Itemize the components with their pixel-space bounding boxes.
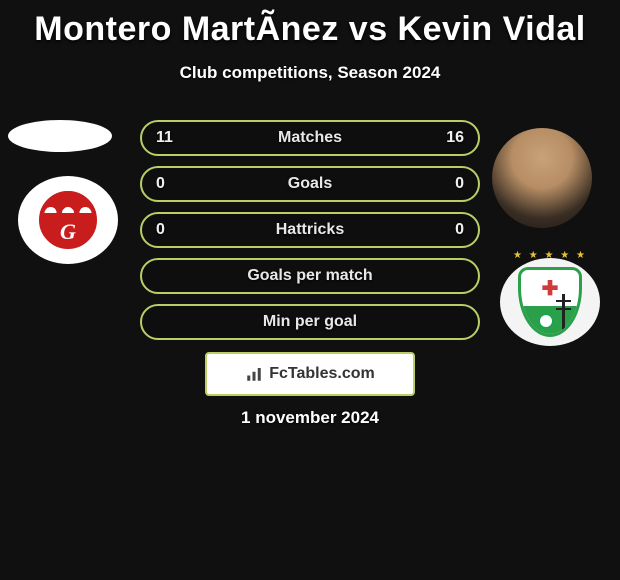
player1-club-crest — [18, 176, 118, 264]
stat-row-hattricks: 0 Hattricks 0 — [140, 212, 480, 248]
stat-right-value: 0 — [455, 175, 464, 193]
player1-avatar — [8, 120, 112, 152]
stat-label: Matches — [142, 129, 478, 147]
stat-row-goals: 0 Goals 0 — [140, 166, 480, 202]
stats-panel: 11 Matches 16 0 Goals 0 0 Hattricks 0 Go… — [140, 120, 480, 350]
player2-club-crest: ★ ★ ★ ★ ★ — [500, 258, 600, 346]
stat-label: Min per goal — [142, 313, 478, 331]
stat-label: Goals per match — [142, 267, 478, 285]
brand-text: FcTables.com — [269, 365, 375, 383]
page-title: Montero MartÃ­nez vs Kevin Vidal — [0, 0, 620, 49]
page-subtitle: Club competitions, Season 2024 — [0, 63, 620, 83]
stat-row-min-per-goal: Min per goal — [140, 304, 480, 340]
brand-box[interactable]: FcTables.com — [205, 352, 415, 396]
stat-label: Goals — [142, 175, 478, 193]
date-label: 1 november 2024 — [0, 408, 620, 428]
stat-row-matches: 11 Matches 16 — [140, 120, 480, 156]
stat-right-value: 16 — [446, 129, 464, 147]
stat-row-goals-per-match: Goals per match — [140, 258, 480, 294]
player2-avatar — [492, 128, 592, 228]
stat-right-value: 0 — [455, 221, 464, 239]
bar-chart-icon — [245, 365, 263, 383]
stat-label: Hattricks — [142, 221, 478, 239]
